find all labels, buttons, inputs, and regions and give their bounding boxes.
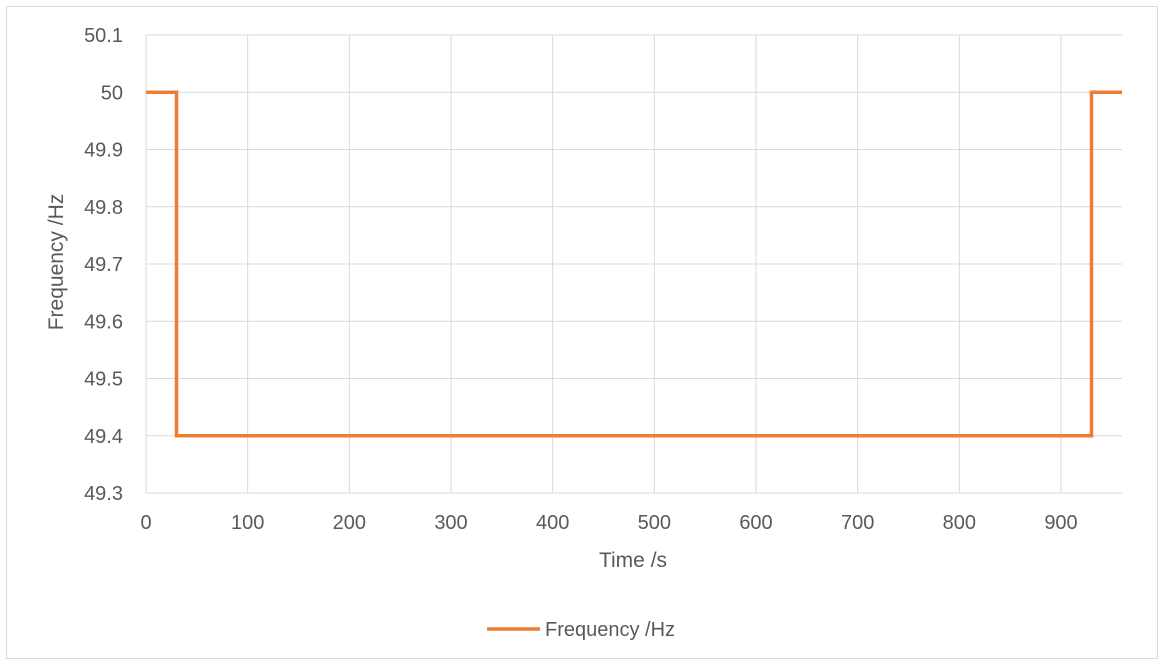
y-tick-label: 49.4 [84,426,123,448]
series-line-frequency [146,90,1122,438]
y-tick-label: 49.6 [84,311,123,333]
y-tick-label: 49.8 [84,197,123,219]
x-tick-label: 700 [841,512,874,534]
x-tick-label: 800 [943,512,976,534]
x-tick-labels: 0 100 200 300 400 500 600 700 800 900 [140,512,1077,534]
x-tick-label: 900 [1044,512,1077,534]
x-tick-label: 400 [536,512,569,534]
y-axis-title: Frequency /Hz [45,194,68,331]
y-tick-label: 49.9 [84,140,123,162]
x-tick-label: 0 [140,512,151,534]
series-layer [146,90,1122,438]
x-tick-label: 100 [231,512,264,534]
y-tick-labels: 49.3 49.4 49.5 49.6 49.7 49.8 49.9 50 50.1 [84,25,123,505]
legend-label: Frequency /Hz [545,619,675,641]
x-tick-label: 200 [333,512,366,534]
y-tick-label: 50.1 [84,25,123,47]
y-tick-label: 49.3 [84,483,123,505]
y-tick-label: 49.5 [84,369,123,391]
x-tick-label: 500 [638,512,671,534]
chart-frame [6,6,1158,659]
x-axis-title: Time /s [599,549,667,572]
x-tick-label: 600 [739,512,772,534]
x-tick-label: 300 [434,512,467,534]
y-tick-label: 49.7 [84,254,123,276]
y-tick-label: 50 [101,82,123,104]
horizontal-gridlines [146,34,1122,494]
legend: Frequency /Hz [487,619,675,641]
